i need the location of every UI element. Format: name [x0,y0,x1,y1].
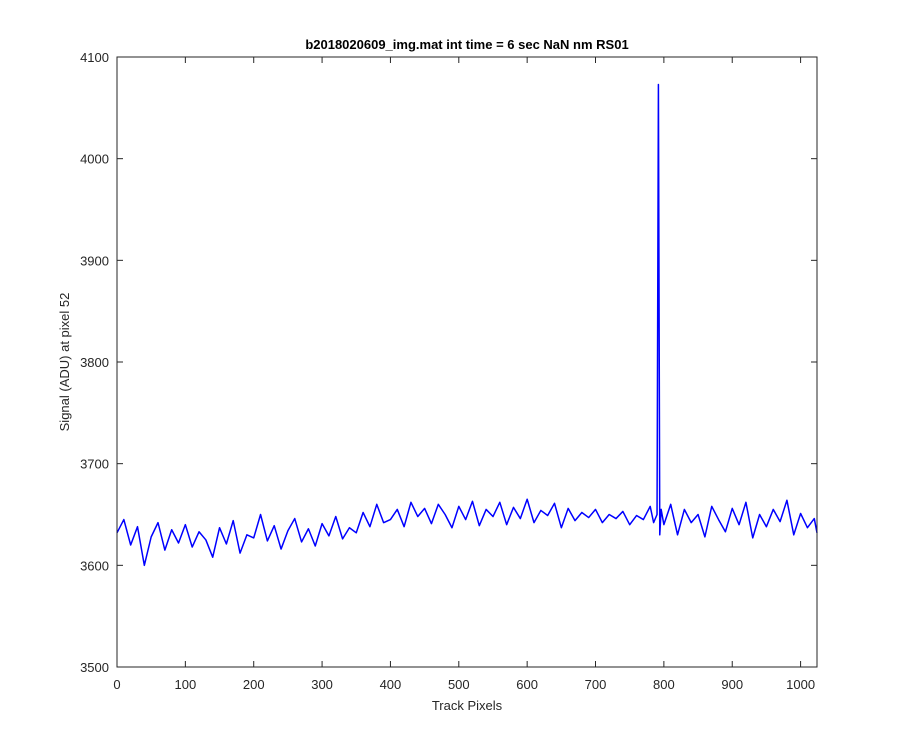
plot-area [117,57,817,667]
x-axis: 0 100 200 300 400 500 600 700 800 900 1000 [113,57,815,692]
x-tick-label: 0 [113,677,120,692]
x-tick-label: 900 [721,677,743,692]
x-tick-label: 1000 [786,677,815,692]
x-tick-label: 800 [653,677,675,692]
x-axis-label: Track Pixels [432,698,503,713]
y-tick-label: 3800 [80,355,109,370]
chart-title: b2018020609_img.mat int time = 6 sec NaN… [305,37,628,52]
y-tick-label: 4000 [80,152,109,167]
y-tick-label: 3600 [80,558,109,573]
x-tick-label: 700 [585,677,607,692]
x-tick-label: 100 [175,677,197,692]
y-axis-label: Signal (ADU) at pixel 52 [57,293,72,432]
y-axis: 3500 3600 3700 3800 3900 4000 4100 [80,50,817,675]
x-tick-label: 500 [448,677,470,692]
y-tick-label: 3700 [80,457,109,472]
x-tick-label: 300 [311,677,333,692]
series-layer [116,83,818,567]
y-tick-label: 3900 [80,253,109,268]
series-line-1 [116,83,818,567]
y-tick-label: 3500 [80,660,109,675]
x-tick-label: 200 [243,677,265,692]
y-tick-label: 4100 [80,50,109,65]
x-tick-label: 600 [516,677,538,692]
x-tick-label: 400 [380,677,402,692]
